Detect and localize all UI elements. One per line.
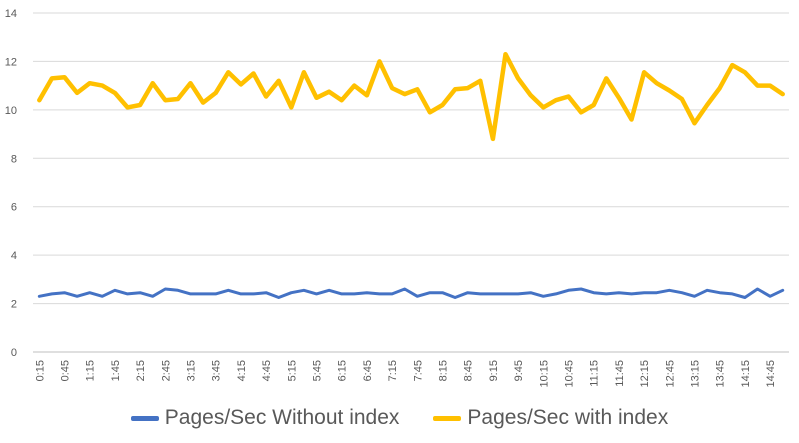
- series-line-with-index: [37, 51, 785, 142]
- x-tick-label: 0:15: [34, 360, 46, 381]
- y-tick-label: 0: [11, 347, 17, 359]
- y-tick-label: 10: [5, 105, 17, 117]
- legend-swatch-without-index: [130, 415, 159, 421]
- y-tick-label: 4: [11, 250, 17, 262]
- y-tick-label: 12: [5, 56, 17, 68]
- x-tick-label: 10:45: [564, 360, 576, 388]
- x-tick-label: 13:15: [690, 360, 702, 388]
- x-tick-label: 11:15: [589, 360, 601, 387]
- x-tick-label: 6:45: [362, 360, 374, 381]
- x-tick-label: 12:45: [664, 360, 676, 388]
- x-tick-label: 9:15: [488, 360, 500, 381]
- x-tick-label: 1:15: [85, 360, 97, 381]
- x-tick-label: 9:45: [513, 360, 525, 381]
- y-tick-label: 8: [11, 153, 17, 165]
- x-tick-label: 2:45: [160, 360, 172, 381]
- x-tick-label: 5:15: [286, 360, 298, 381]
- series-lines: [37, 51, 785, 299]
- y-tick-label: 2: [11, 299, 17, 311]
- x-tick-label: 3:15: [186, 360, 198, 381]
- legend-swatch-with-index: [433, 415, 462, 421]
- y-tick-label: 14: [5, 8, 17, 20]
- y-axis-tick-labels: 0 2 4 6 8 10 12 14: [5, 8, 17, 359]
- x-tick-label: 0:45: [60, 360, 72, 381]
- x-tick-label: 2:15: [135, 360, 147, 381]
- legend-item-without-index: Pages/Sec Without index: [130, 406, 400, 430]
- x-tick-label: 13:45: [715, 360, 727, 388]
- gridlines: [33, 12, 789, 353]
- x-axis-tick-labels: 0:15 0:45 1:15 1:45 2:15 2:45 3:15 3:45 4:15 4:45…: [34, 360, 777, 388]
- legend-label-without-index: Pages/Sec Without index: [164, 406, 400, 429]
- y-tick-label: 6: [11, 202, 17, 214]
- x-tick-label: 14:45: [765, 360, 777, 388]
- x-tick-label: 3:45: [211, 360, 223, 381]
- legend-item-with-index: Pages/Sec with index: [433, 406, 668, 430]
- x-tick-label: 8:15: [438, 360, 450, 381]
- x-tick-label: 11:45: [614, 360, 626, 387]
- x-tick-label: 4:45: [261, 360, 273, 381]
- legend-label-with-index: Pages/Sec with index: [467, 406, 669, 429]
- x-tick-label: 8:45: [463, 360, 475, 381]
- legend: Pages/Sec Without index Pages/Sec with i…: [0, 398, 799, 438]
- x-tick-label: 7:15: [387, 360, 399, 381]
- x-tick-label: 4:15: [236, 360, 248, 381]
- series-line-without-index: [37, 287, 785, 299]
- line-chart: 0 2 4 6 8 10 12 14 0:15 0:45 1:15 1:45 2:15 2:45 3:15…: [5, 8, 789, 388]
- x-tick-label: 12:15: [639, 360, 651, 388]
- x-tick-label: 6:15: [337, 360, 349, 381]
- x-tick-label: 14:15: [740, 360, 752, 388]
- x-tick-label: 5:45: [312, 360, 324, 381]
- x-tick-label: 10:15: [538, 360, 550, 388]
- x-tick-label: 1:45: [110, 360, 122, 381]
- x-tick-label: 7:45: [412, 360, 424, 381]
